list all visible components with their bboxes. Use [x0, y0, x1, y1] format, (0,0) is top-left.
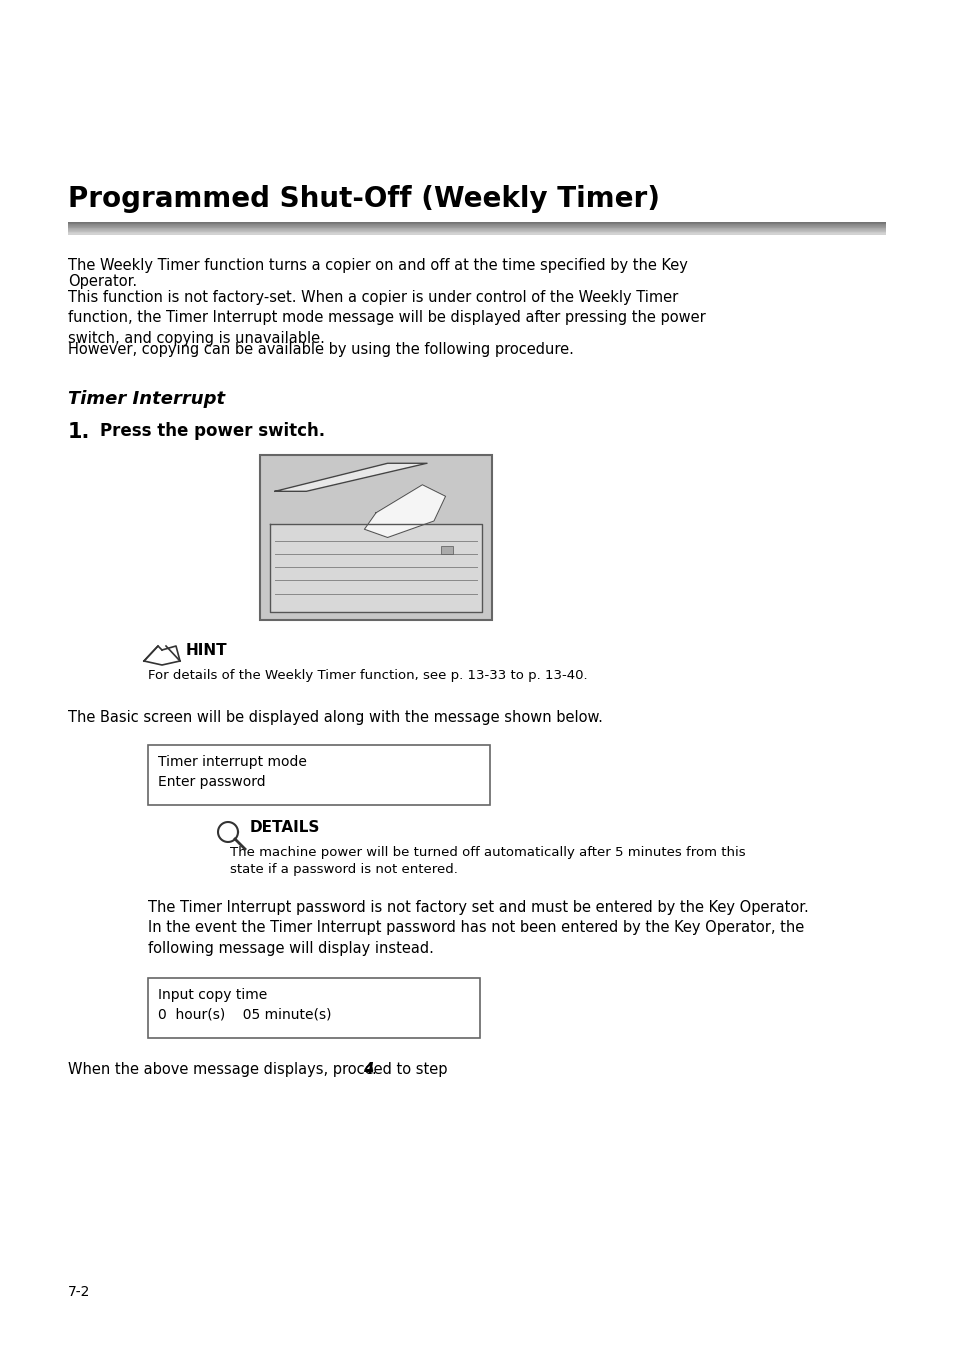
Bar — [440, 546, 453, 554]
Text: This function is not factory-set. When a copier is under control of the Weekly T: This function is not factory-set. When a… — [68, 290, 705, 346]
Polygon shape — [364, 485, 445, 538]
Bar — [148, 744, 490, 805]
Text: The Weekly Timer function turns a copier on and off at the time specified by the: The Weekly Timer function turns a copier… — [68, 258, 687, 273]
Text: Timer Interrupt: Timer Interrupt — [68, 390, 225, 408]
Text: Enter password: Enter password — [158, 775, 265, 789]
Polygon shape — [270, 524, 481, 612]
Bar — [260, 455, 492, 620]
Text: The Timer Interrupt password is not factory set and must be entered by the Key O: The Timer Interrupt password is not fact… — [148, 900, 808, 955]
Text: DETAILS: DETAILS — [250, 820, 320, 835]
Text: 1.: 1. — [68, 422, 91, 442]
Text: 7-2: 7-2 — [68, 1285, 91, 1300]
Text: Input copy time: Input copy time — [158, 988, 267, 1002]
Text: HINT: HINT — [186, 643, 228, 658]
Text: 4: 4 — [363, 1062, 373, 1077]
Bar — [148, 978, 479, 1038]
Text: However, copying can be available by using the following procedure.: However, copying can be available by usi… — [68, 342, 574, 357]
Polygon shape — [274, 463, 427, 492]
Text: When the above message displays, proceed to step: When the above message displays, proceed… — [68, 1062, 452, 1077]
Text: Timer interrupt mode: Timer interrupt mode — [158, 755, 307, 769]
Text: The machine power will be turned off automatically after 5 minutes from this
sta: The machine power will be turned off aut… — [230, 846, 745, 877]
Text: For details of the Weekly Timer function, see p. 13-33 to p. 13-40.: For details of the Weekly Timer function… — [148, 669, 587, 682]
Text: 0  hour(s)    05 minute(s): 0 hour(s) 05 minute(s) — [158, 1008, 331, 1021]
Text: Press the power switch.: Press the power switch. — [100, 422, 325, 440]
Text: Programmed Shut-Off (Weekly Timer): Programmed Shut-Off (Weekly Timer) — [68, 185, 659, 213]
Text: .: . — [371, 1062, 375, 1077]
Text: Operator.: Operator. — [68, 274, 137, 289]
Text: The Basic screen will be displayed along with the message shown below.: The Basic screen will be displayed along… — [68, 711, 602, 725]
